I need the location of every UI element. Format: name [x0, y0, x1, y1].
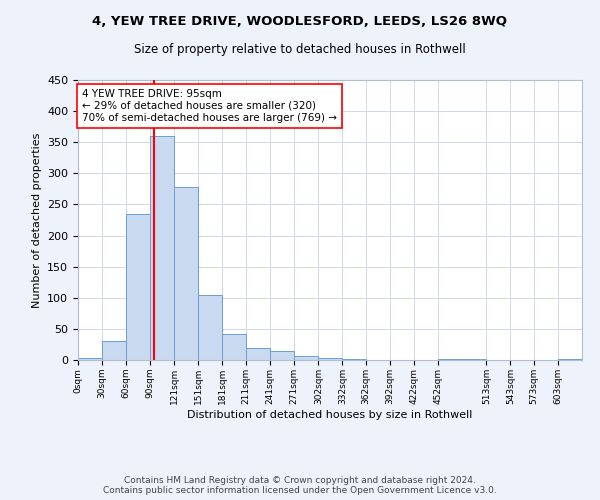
Text: 4 YEW TREE DRIVE: 95sqm
← 29% of detached houses are smaller (320)
70% of semi-d: 4 YEW TREE DRIVE: 95sqm ← 29% of detache…: [82, 90, 337, 122]
Bar: [149, 136, 175, 360]
Bar: [78, 358, 102, 360]
Text: Contains HM Land Registry data © Crown copyright and database right 2024.
Contai: Contains HM Land Registry data © Crown c…: [103, 476, 497, 495]
Bar: [319, 358, 343, 360]
Text: Size of property relative to detached houses in Rothwell: Size of property relative to detached ho…: [134, 42, 466, 56]
Bar: [198, 294, 222, 360]
Bar: [175, 187, 198, 360]
Y-axis label: Number of detached properties: Number of detached properties: [32, 132, 41, 308]
X-axis label: Distribution of detached houses by size in Rothwell: Distribution of detached houses by size …: [187, 410, 473, 420]
Bar: [438, 359, 487, 360]
Bar: [126, 214, 149, 360]
Bar: [294, 356, 319, 360]
Bar: [246, 348, 270, 360]
Text: 4, YEW TREE DRIVE, WOODLESFORD, LEEDS, LS26 8WQ: 4, YEW TREE DRIVE, WOODLESFORD, LEEDS, L…: [92, 15, 508, 28]
Bar: [222, 334, 246, 360]
Bar: [102, 340, 126, 360]
Bar: [270, 352, 294, 360]
